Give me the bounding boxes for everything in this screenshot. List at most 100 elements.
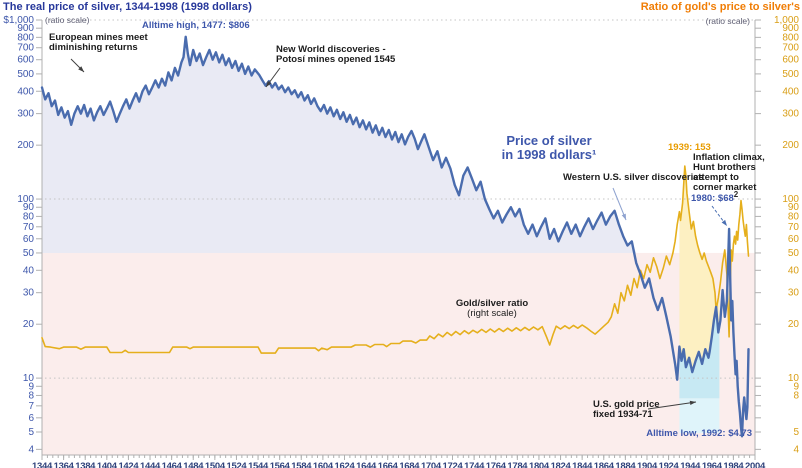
right-axis-label: 8: [793, 390, 799, 401]
x-axis-label: 1844: [572, 461, 593, 468]
x-axis-label: 1444: [140, 461, 161, 468]
left-axis-label: 400: [17, 86, 34, 97]
right-axis-label: 300: [782, 109, 799, 120]
x-axis-label: 1884: [615, 461, 636, 468]
silver-area-fill: [42, 36, 749, 253]
right-axis-label: 50: [788, 248, 800, 259]
gold-fixed-note-arrow: [647, 401, 697, 410]
right-axis-label: 90: [788, 202, 800, 213]
x-axis-label: 1904: [637, 461, 658, 468]
right-axis-label: 80: [788, 211, 800, 222]
left-axis-label: 10: [23, 373, 35, 384]
left-axis-label: 300: [17, 109, 34, 120]
x-axis-label: 1504: [205, 461, 226, 468]
left-axis-label: 500: [17, 69, 34, 80]
x-axis-label: 1924: [659, 461, 680, 468]
left-axis-label: 7: [28, 401, 34, 412]
x-axis-label: 1424: [118, 461, 139, 468]
x-axis-label: 1964: [702, 461, 723, 468]
x-axis-label: 1524: [226, 461, 247, 468]
left-axis-label: 20: [23, 319, 35, 330]
gold-fixed-note-arrowhead: [689, 400, 696, 406]
right-axis-label: 800: [782, 32, 799, 43]
right-axis-label: 9: [793, 381, 799, 392]
left-axis-label: 50: [23, 248, 35, 259]
x-axis-label: 1564: [270, 461, 291, 468]
x-axis-label: 1944: [680, 461, 701, 468]
left-axis-label: 700: [17, 43, 34, 54]
x-axis-label: 1624: [335, 461, 356, 468]
x-axis-label: 1604: [313, 461, 334, 468]
x-axis-label: 1724: [443, 461, 464, 468]
left-axis-label: 30: [23, 288, 35, 299]
left-axis-label: 40: [23, 265, 35, 276]
x-axis-label: 1764: [486, 461, 507, 468]
right-axis-label: 4: [793, 444, 799, 455]
european-mines-note-arrowhead: [78, 66, 84, 72]
right-ratio-scale-note: (ratio scale): [705, 16, 750, 26]
x-axis-label: 1464: [162, 461, 183, 468]
left-axis-label: 800: [17, 32, 34, 43]
western-discoveries-note-arrowhead: [621, 213, 626, 220]
x-axis-label: 1384: [75, 461, 96, 468]
left-axis-label: 60: [23, 234, 35, 245]
x-axis-label: 1804: [529, 461, 550, 468]
left-axis-label: 9: [28, 381, 34, 392]
gold-silver-ratio-line: [41, 165, 750, 354]
right-axis-label: 200: [782, 140, 799, 151]
x-axis-label: 1864: [594, 461, 615, 468]
x-axis-label: 1824: [551, 461, 572, 468]
left-axis-label: 4: [28, 444, 34, 455]
left-axis-label: 600: [17, 55, 34, 66]
x-axis-label: 1544: [248, 461, 269, 468]
right-axis-label: 30: [788, 288, 800, 299]
axes: [36, 19, 761, 460]
x-axis-label: 1484: [183, 461, 204, 468]
price-1980-note-arrowhead: [721, 219, 727, 226]
x-axis-label: 1364: [54, 461, 75, 468]
left-axis-label: 200: [17, 140, 34, 151]
x-axis-label: 1404: [97, 461, 118, 468]
axis-labels: $1,0009008007006005004003002001009080706…: [3, 15, 799, 468]
left-axis-label: 6: [28, 413, 34, 424]
x-axis-label: 1684: [399, 461, 420, 468]
new-world-note-arrowhead: [266, 80, 272, 87]
right-axis-title: Ratio of gold's price to silver's: [640, 1, 800, 13]
right-axis-label: 700: [782, 43, 799, 54]
left-axis-label: 70: [23, 222, 35, 233]
x-axis-label: 1664: [378, 461, 399, 468]
left-axis-label: 100: [17, 194, 34, 205]
right-axis-label: 5: [793, 427, 799, 438]
left-axis-label: 900: [17, 23, 34, 34]
annotation-arrows: [70, 58, 728, 410]
x-axis-label: 1984: [723, 461, 744, 468]
right-axis-label: 70: [788, 222, 800, 233]
left-axis-label: 80: [23, 211, 35, 222]
left-axis-label: 5: [28, 427, 34, 438]
right-axis-label: 100: [782, 194, 799, 205]
x-axis-label: 2004: [745, 461, 766, 468]
right-axis-label: 400: [782, 86, 799, 97]
left-axis-label: $1,000: [3, 15, 34, 26]
right-axis-label: 10: [788, 373, 800, 384]
right-axis-label: 60: [788, 234, 800, 245]
right-axis-label: 1,000: [774, 15, 799, 26]
x-axis-label: 1344: [32, 461, 53, 468]
gold-fix-band-lower: [679, 398, 720, 434]
left-ratio-scale-note: (ratio scale): [45, 15, 90, 25]
gridlines: [45, 19, 755, 379]
left-axis-label: 90: [23, 202, 35, 213]
chart-title: The real price of silver, 1344-1998 (199…: [3, 1, 252, 13]
right-axis-label: 20: [788, 319, 800, 330]
right-axis-label: 900: [782, 23, 799, 34]
silver-price-line: [40, 35, 750, 438]
x-axis-label: 1784: [507, 461, 528, 468]
x-axis-label: 1744: [464, 461, 485, 468]
x-axis-label: 1644: [356, 461, 377, 468]
left-axis-label: 8: [28, 390, 34, 401]
gold-fix-band-upper: [679, 306, 720, 399]
x-axis-label: 1584: [291, 461, 312, 468]
right-axis-label: 500: [782, 69, 799, 80]
right-axis-label: 600: [782, 55, 799, 66]
